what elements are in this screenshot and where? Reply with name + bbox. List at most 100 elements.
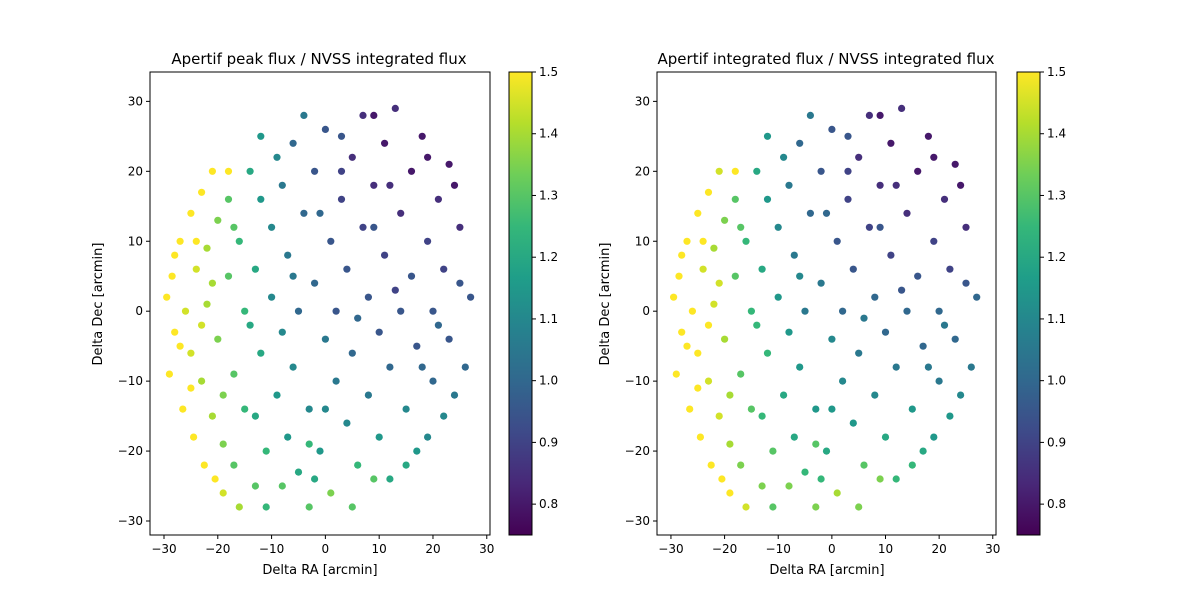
scatter-point [289, 139, 297, 147]
scatter-point [908, 405, 916, 413]
x-tick-label: 10 [878, 542, 893, 556]
scatter-point [364, 293, 372, 301]
scatter-point [849, 419, 857, 427]
scatter-point [758, 482, 766, 490]
scatter-point [844, 195, 852, 203]
scatter-point [219, 440, 227, 448]
scatter-point [467, 293, 475, 301]
left-colorbar [508, 71, 533, 536]
scatter-point [386, 181, 394, 189]
scatter-point [316, 209, 324, 217]
scatter-point [930, 433, 938, 441]
scatter-point [192, 265, 200, 273]
scatter-point [402, 461, 410, 469]
scatter-point [165, 370, 173, 378]
scatter-point [763, 132, 772, 140]
scatter-point [171, 328, 179, 336]
scatter-point [370, 475, 378, 483]
scatter-point [817, 279, 825, 287]
scatter-point [397, 209, 405, 217]
x-tick-label: 30 [985, 542, 1000, 556]
scatter-point [828, 405, 836, 413]
left-colorbar-ticks: 0.8 0.9 1.0 1.1 1.2 1.3 1.4 1.5 [532, 65, 558, 511]
x-tick-label: −20 [205, 542, 230, 556]
scatter-point [940, 195, 949, 203]
x-tick-label: 10 [372, 542, 387, 556]
scatter-point [257, 349, 265, 357]
scatter-point [796, 272, 804, 280]
scatter-point [704, 188, 713, 196]
scatter-point [924, 363, 933, 371]
x-tick-label: −10 [259, 542, 284, 556]
scatter-point [456, 223, 464, 231]
scatter-point [359, 111, 367, 119]
scatter-point [208, 412, 216, 420]
scatter-point [726, 440, 734, 448]
scatter-point [434, 195, 442, 203]
scatter-point [321, 405, 329, 413]
x-tick-label: −30 [151, 542, 176, 556]
scatter-point [337, 167, 346, 175]
colorbar-tick-label: 1.5 [1047, 65, 1066, 79]
scatter-point [440, 265, 448, 273]
y-tick-label: 20 [635, 164, 650, 178]
scatter-point [192, 237, 200, 245]
scatter-point [450, 181, 459, 189]
colorbar-tick-label: 1.0 [1047, 374, 1066, 388]
x-tick-label: −30 [658, 542, 683, 556]
scatter-point [179, 405, 187, 413]
scatter-point [364, 391, 372, 399]
scatter-point [300, 111, 308, 119]
scatter-point [214, 335, 222, 343]
y-tick-label: −10 [118, 374, 143, 388]
scatter-point [796, 139, 804, 147]
scatter-point [731, 167, 739, 175]
scatter-point [370, 111, 378, 119]
scatter-point [672, 370, 680, 378]
scatter-point [321, 125, 329, 133]
scatter-point [262, 447, 270, 455]
scatter-point [176, 342, 184, 350]
scatter-point [375, 433, 383, 441]
scatter-point [311, 475, 319, 483]
scatter-point [758, 412, 766, 420]
scatter-point [769, 447, 777, 455]
scatter-point [715, 167, 723, 175]
colorbar-tick-label: 1.4 [1047, 127, 1066, 141]
scatter-point [790, 251, 798, 259]
scatter-point [710, 300, 718, 308]
y-tick-label: 30 [635, 94, 650, 108]
scatter-point [284, 251, 292, 259]
scatter-point [429, 307, 437, 315]
scatter-point [311, 279, 319, 287]
scatter-point [273, 153, 281, 161]
right-y-ticks: −30 −20 −10 0 10 20 30 [625, 94, 657, 528]
scatter-point [785, 328, 793, 336]
scatter-point [903, 209, 911, 217]
right-x-axis-label: Delta RA [arcmin] [769, 563, 884, 578]
scatter-point [678, 251, 686, 259]
colorbar-tick-label: 1.5 [539, 65, 558, 79]
scatter-point [208, 167, 216, 175]
scatter-point [919, 342, 927, 350]
x-tick-label: −20 [712, 542, 737, 556]
scatter-point [892, 363, 900, 371]
scatter-point [424, 153, 432, 161]
colorbar-tick-label: 1.1 [539, 312, 558, 326]
scatter-point [704, 377, 713, 385]
colorbar-tick-label: 1.2 [1047, 250, 1066, 264]
scatter-point [763, 195, 772, 203]
scatter-point [812, 440, 820, 448]
right-y-axis-label: Delta Dec [arcmin] [598, 243, 613, 366]
colorbar-tick-label: 0.8 [539, 497, 558, 511]
scatter-point [434, 321, 442, 329]
scatter-point [391, 104, 399, 112]
scatter-point [758, 265, 766, 273]
scatter-point [187, 349, 195, 357]
scatter-point [849, 265, 857, 273]
scatter-point [251, 265, 259, 273]
scatter-point [914, 272, 922, 280]
scatter-point [769, 503, 777, 511]
scatter-point [187, 384, 195, 392]
scatter-point [418, 132, 426, 140]
